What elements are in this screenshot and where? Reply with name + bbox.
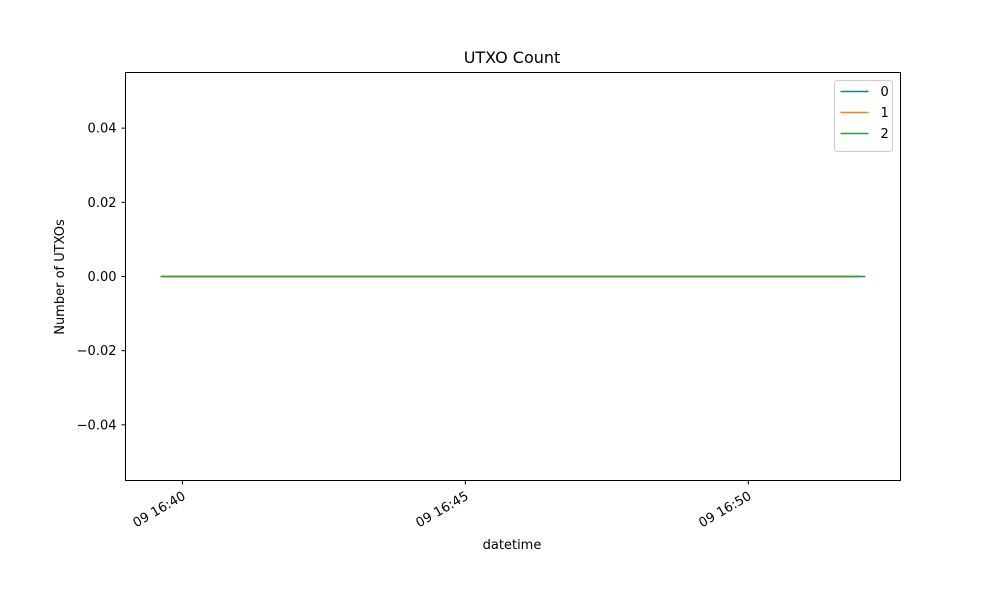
x-axis-label: datetime bbox=[483, 538, 542, 553]
y-tick-label: 0.00 bbox=[88, 270, 117, 285]
plot-frame bbox=[125, 72, 901, 481]
y-axis-ticks: 0.04 0.02 0.00 −0.02 −0.04 bbox=[77, 122, 126, 433]
x-axis-ticks: 09 16:40 09 16:45 09 16:50 bbox=[131, 480, 754, 531]
x-tick-label: 09 16:40 bbox=[131, 489, 189, 531]
chart-title: UTXO Count bbox=[464, 48, 561, 67]
x-tick-label: 09 16:50 bbox=[696, 489, 754, 531]
legend-label-0: 0 bbox=[881, 85, 889, 100]
y-tick-label: 0.02 bbox=[88, 196, 117, 211]
y-tick-label: −0.04 bbox=[77, 418, 117, 433]
x-tick-label: 09 16:45 bbox=[414, 489, 472, 531]
legend-label-1: 1 bbox=[881, 106, 889, 121]
legend: 0 1 2 bbox=[834, 80, 893, 152]
y-tick-label: −0.02 bbox=[77, 344, 117, 359]
y-tick-label: 0.04 bbox=[88, 122, 117, 137]
y-axis-label: Number of UTXOs bbox=[53, 219, 68, 335]
legend-label-2: 2 bbox=[881, 127, 889, 142]
